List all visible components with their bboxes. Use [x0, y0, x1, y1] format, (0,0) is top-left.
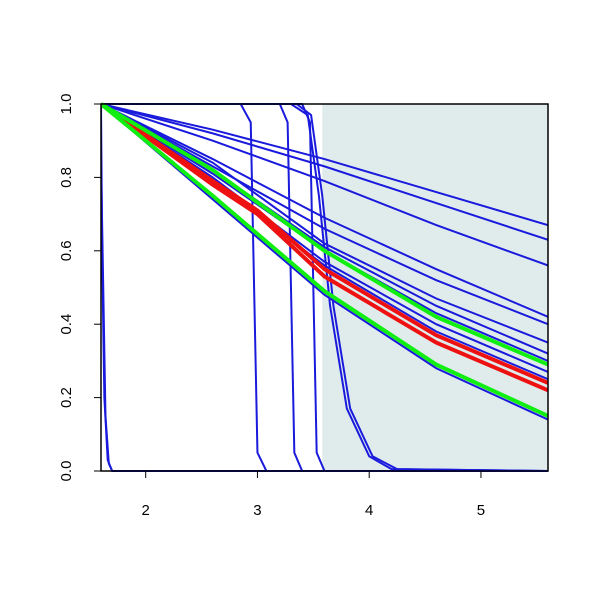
- curve: [101, 103, 548, 472]
- curve: [101, 102, 548, 367]
- y-tick-label: 0.8: [58, 167, 75, 188]
- curve: [101, 103, 548, 227]
- curve: [101, 102, 548, 393]
- plot-frame: [100, 103, 549, 472]
- y-tick-label: 0.6: [58, 240, 75, 261]
- curve: [101, 103, 548, 326]
- curve: [101, 102, 548, 418]
- curve: [101, 103, 548, 373]
- curve: [101, 102, 548, 385]
- curve: [101, 103, 548, 241]
- y-tick-label: 0.2: [58, 387, 75, 408]
- x-tick-label: 2: [142, 502, 150, 519]
- x-tick-label: 3: [253, 502, 261, 519]
- x-tick-label: 4: [365, 502, 373, 519]
- curve: [101, 103, 548, 267]
- y-tick-label: 1.0: [58, 94, 75, 115]
- y-tick-label: 0.4: [58, 314, 75, 335]
- curve: [101, 103, 548, 472]
- x-tick-label: 5: [477, 502, 485, 519]
- y-tick-label: 0.0: [58, 461, 75, 482]
